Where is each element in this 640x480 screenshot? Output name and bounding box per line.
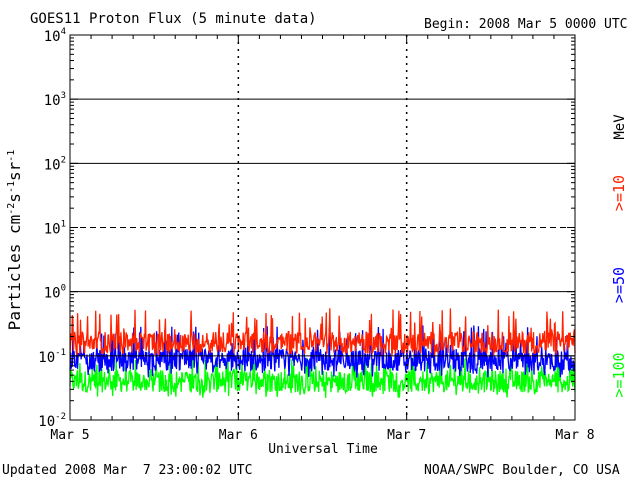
footer-credit: NOAA/SWPC Boulder, CO USA [424, 463, 620, 478]
footer-updated: Updated 2008 Mar 7 23:00:02 UTC [2, 463, 252, 478]
series-line-ge100 [69, 357, 576, 398]
chart-title: GOES11 Proton Flux (5 minute data) [30, 11, 317, 27]
y-tick-label: 103 [44, 91, 66, 109]
x-axis-label: Universal Time [268, 442, 378, 457]
y-tick-label: 104 [44, 27, 66, 45]
plot-frame [69, 34, 576, 421]
series-layer [69, 308, 576, 398]
y-tick-label: 10-2 [38, 412, 66, 430]
x-tick-label: Mar 7 [387, 428, 426, 443]
x-tick-label: Mar 5 [50, 428, 89, 443]
series-line-ge50 [69, 325, 576, 378]
y-tick-label: 100 [44, 284, 66, 302]
y-axis-label: Particles cm-2s-1sr-1 [5, 150, 24, 331]
unit-label: MeV [612, 114, 628, 140]
series-line-ge10 [69, 308, 576, 356]
y-tick-label: 101 [44, 220, 66, 238]
y-tick-label: 102 [44, 155, 66, 173]
x-tick-label: Mar 6 [219, 428, 258, 443]
x-tick-label: Mar 8 [555, 428, 594, 443]
begin-label: Begin: 2008 Mar 5 0000 UTC [424, 17, 628, 32]
legend-series-50: >=50 [610, 267, 628, 303]
legend-series-100: >=100 [610, 352, 628, 397]
grid-layer [70, 35, 575, 420]
y-tick-label: 10-1 [38, 348, 66, 366]
legend-series-10: >=10 [610, 175, 628, 211]
